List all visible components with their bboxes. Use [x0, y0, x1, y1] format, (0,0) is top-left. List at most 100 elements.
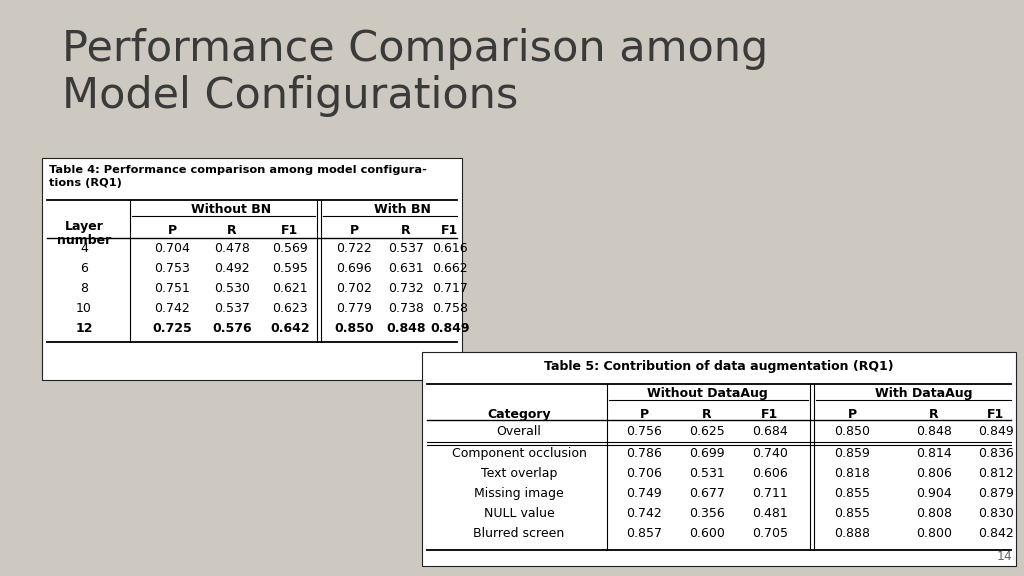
Text: P: P — [639, 408, 648, 421]
Text: P: P — [349, 224, 358, 237]
Text: 0.537: 0.537 — [388, 242, 424, 255]
Text: 0.705: 0.705 — [752, 527, 788, 540]
Text: 0.642: 0.642 — [270, 322, 310, 335]
Text: 0.725: 0.725 — [153, 322, 191, 335]
Text: 10: 10 — [76, 302, 92, 315]
Text: F1: F1 — [762, 408, 778, 421]
Text: 0.751: 0.751 — [154, 282, 189, 295]
Text: 0.699: 0.699 — [689, 447, 725, 460]
Text: 0.595: 0.595 — [272, 262, 308, 275]
Text: 0.677: 0.677 — [689, 487, 725, 500]
Text: 0.855: 0.855 — [834, 507, 870, 520]
Text: Missing image: Missing image — [474, 487, 564, 500]
Text: 0.740: 0.740 — [752, 447, 787, 460]
Text: 4: 4 — [80, 242, 88, 255]
Text: 0.717: 0.717 — [432, 282, 468, 295]
Text: 0.806: 0.806 — [916, 467, 952, 480]
Text: F1: F1 — [987, 408, 1005, 421]
Text: With DataAug: With DataAug — [876, 387, 973, 400]
Text: 0.576: 0.576 — [212, 322, 252, 335]
Text: 0.706: 0.706 — [626, 467, 662, 480]
Text: F1: F1 — [441, 224, 459, 237]
Text: 0.481: 0.481 — [752, 507, 787, 520]
Text: Without BN: Without BN — [190, 203, 271, 216]
Text: Model Configurations: Model Configurations — [62, 75, 518, 117]
Text: 0.812: 0.812 — [978, 467, 1014, 480]
Text: 14: 14 — [996, 550, 1012, 563]
Text: 0.800: 0.800 — [916, 527, 952, 540]
Text: 0.848: 0.848 — [916, 425, 952, 438]
Text: 0.537: 0.537 — [214, 302, 250, 315]
Text: 0.850: 0.850 — [834, 425, 870, 438]
Text: 0.859: 0.859 — [835, 447, 870, 460]
Text: 0.625: 0.625 — [689, 425, 725, 438]
Text: 0.818: 0.818 — [835, 467, 870, 480]
Text: R: R — [702, 408, 712, 421]
Text: Table 5: Contribution of data augmentation (RQ1): Table 5: Contribution of data augmentati… — [544, 360, 894, 373]
Text: 0.711: 0.711 — [752, 487, 787, 500]
Text: 0.616: 0.616 — [432, 242, 468, 255]
Text: R: R — [929, 408, 939, 421]
Text: 0.749: 0.749 — [626, 487, 662, 500]
Text: Blurred screen: Blurred screen — [473, 527, 564, 540]
Text: Table 4: Performance comparison among model configura-: Table 4: Performance comparison among mo… — [49, 165, 427, 175]
Text: 0.530: 0.530 — [214, 282, 250, 295]
Text: 12: 12 — [75, 322, 93, 335]
Text: 0.753: 0.753 — [154, 262, 189, 275]
Text: 0.606: 0.606 — [752, 467, 787, 480]
Text: Component occlusion: Component occlusion — [452, 447, 587, 460]
Text: Category: Category — [487, 408, 551, 421]
Text: 0.722: 0.722 — [336, 242, 372, 255]
Text: 0.830: 0.830 — [978, 507, 1014, 520]
Text: 0.569: 0.569 — [272, 242, 308, 255]
Text: 0.879: 0.879 — [978, 487, 1014, 500]
Text: 0.696: 0.696 — [336, 262, 372, 275]
Text: 0.492: 0.492 — [214, 262, 250, 275]
Text: 0.842: 0.842 — [978, 527, 1014, 540]
Text: 0.808: 0.808 — [916, 507, 952, 520]
FancyBboxPatch shape — [42, 158, 462, 380]
Text: R: R — [401, 224, 411, 237]
Text: 0.850: 0.850 — [334, 322, 374, 335]
Text: Performance Comparison among: Performance Comparison among — [62, 28, 768, 70]
Text: 0.786: 0.786 — [626, 447, 662, 460]
Text: F1: F1 — [282, 224, 299, 237]
Text: R: R — [227, 224, 237, 237]
Text: 0.621: 0.621 — [272, 282, 308, 295]
Text: Layer
number: Layer number — [57, 220, 112, 248]
Text: 0.684: 0.684 — [752, 425, 787, 438]
Text: 6: 6 — [80, 262, 88, 275]
Text: 0.531: 0.531 — [689, 467, 725, 480]
Text: 8: 8 — [80, 282, 88, 295]
Text: 0.742: 0.742 — [155, 302, 189, 315]
Text: 0.702: 0.702 — [336, 282, 372, 295]
Text: 0.779: 0.779 — [336, 302, 372, 315]
Text: tions (RQ1): tions (RQ1) — [49, 178, 122, 188]
Text: 0.758: 0.758 — [432, 302, 468, 315]
Text: NULL value: NULL value — [483, 507, 554, 520]
Text: Without DataAug: Without DataAug — [646, 387, 767, 400]
Text: 0.478: 0.478 — [214, 242, 250, 255]
Text: 0.814: 0.814 — [916, 447, 952, 460]
Text: 0.732: 0.732 — [388, 282, 424, 295]
Text: 0.888: 0.888 — [834, 527, 870, 540]
Text: P: P — [848, 408, 856, 421]
Text: 0.848: 0.848 — [386, 322, 426, 335]
Text: With BN: With BN — [374, 203, 430, 216]
Text: 0.631: 0.631 — [388, 262, 424, 275]
Text: 0.356: 0.356 — [689, 507, 725, 520]
Text: 0.623: 0.623 — [272, 302, 308, 315]
Text: Overall: Overall — [497, 425, 542, 438]
Text: 0.756: 0.756 — [626, 425, 662, 438]
Text: 0.857: 0.857 — [626, 527, 662, 540]
Text: 0.742: 0.742 — [626, 507, 662, 520]
Text: 0.855: 0.855 — [834, 487, 870, 500]
Text: 0.600: 0.600 — [689, 527, 725, 540]
Text: 0.836: 0.836 — [978, 447, 1014, 460]
Text: 0.904: 0.904 — [916, 487, 952, 500]
Text: 0.849: 0.849 — [978, 425, 1014, 438]
Text: 0.662: 0.662 — [432, 262, 468, 275]
FancyBboxPatch shape — [422, 352, 1016, 566]
Text: Text overlap: Text overlap — [481, 467, 557, 480]
Text: P: P — [168, 224, 176, 237]
